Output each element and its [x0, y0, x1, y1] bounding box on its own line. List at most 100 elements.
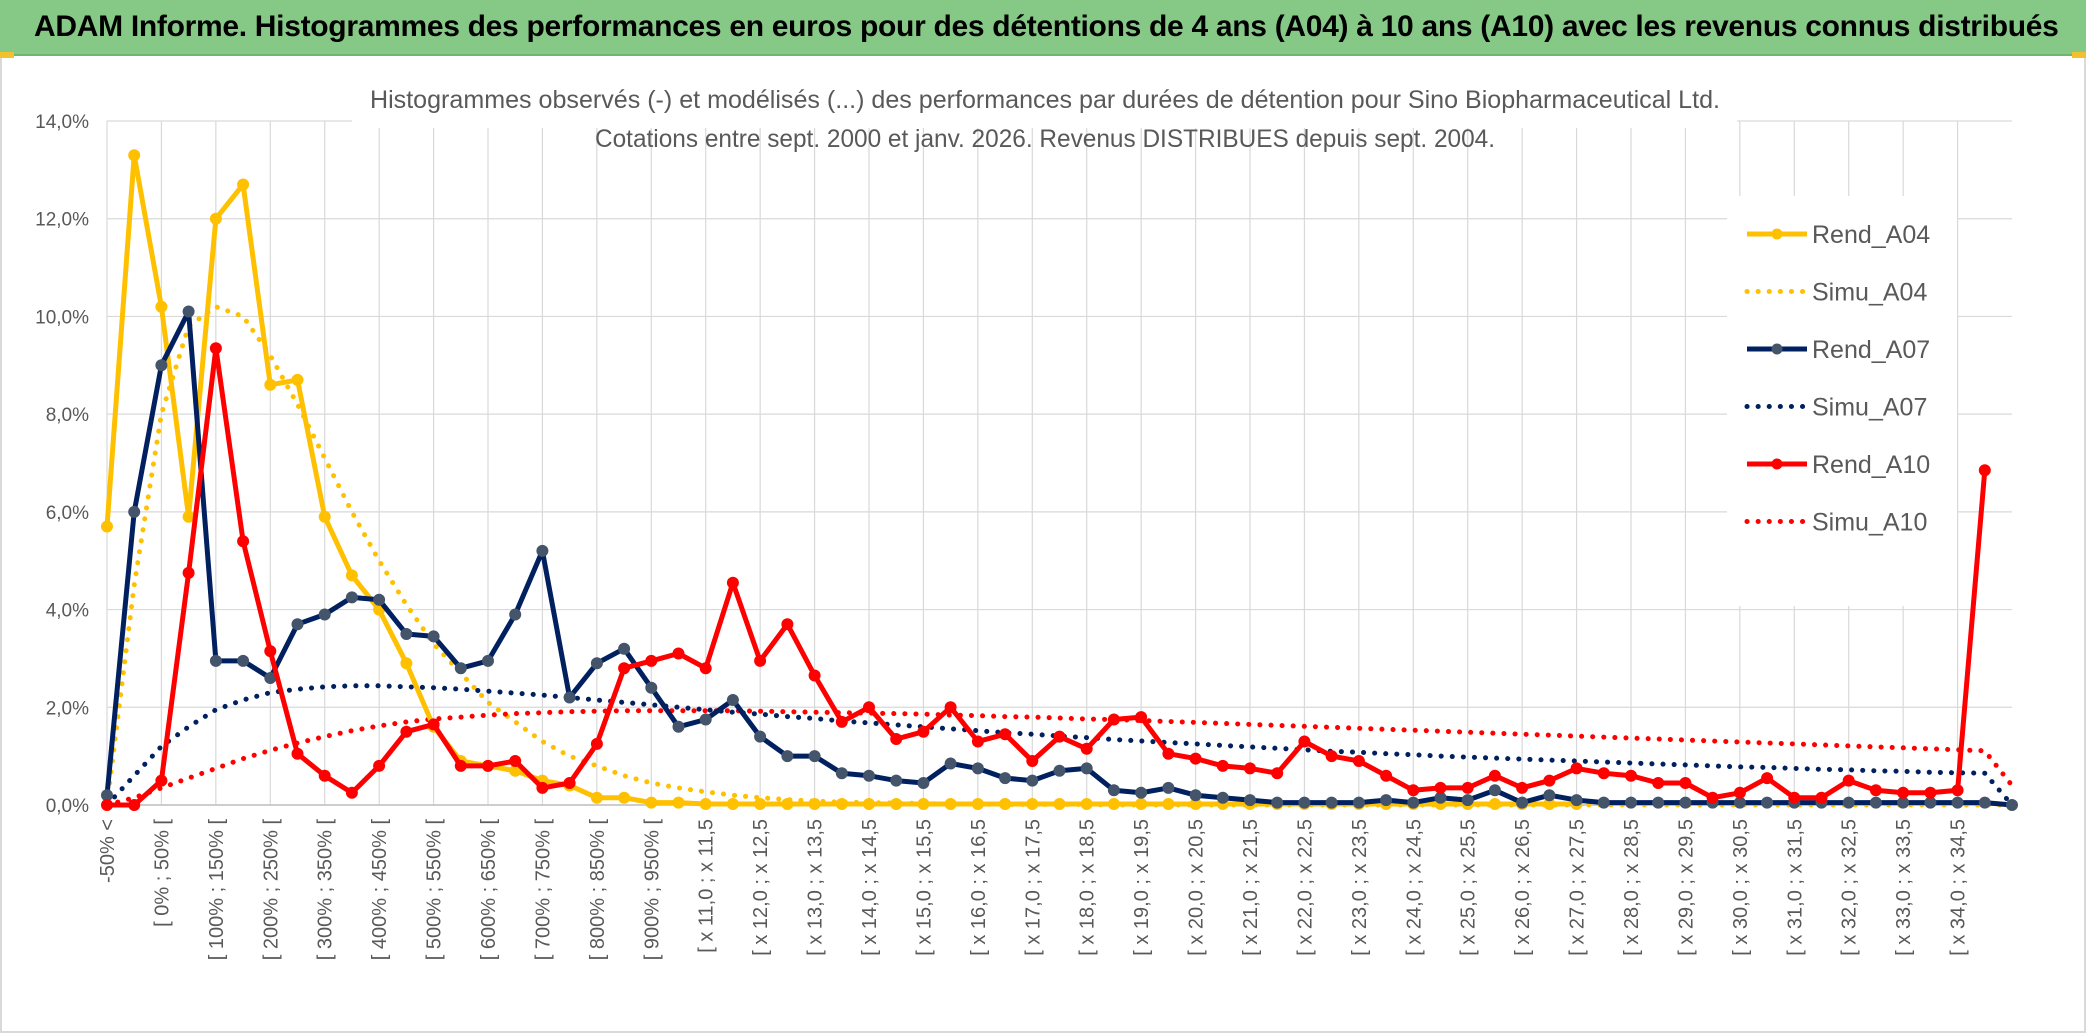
y-tick-label: 6,0% — [46, 503, 89, 524]
data-point — [1815, 791, 1828, 804]
series-rend-a07 — [101, 305, 2018, 811]
data-point — [1407, 796, 1420, 809]
data-point — [835, 798, 848, 810]
data-point — [155, 300, 168, 313]
histogram-chart: 0,0% 2,0% 4,0% 6,0% 8,0% 10,0% 12,0% 14,0% -50% … — [35, 60, 2018, 961]
data-point — [1733, 786, 1746, 799]
data-point — [699, 662, 712, 675]
data-point — [863, 769, 875, 782]
x-tick-label: [ x 23,0 ; x 23,5 — [1349, 819, 1371, 956]
x-tick-label: [ x 15,0 ; x 15,5 — [913, 819, 935, 956]
data-point — [237, 535, 250, 548]
grid-layer — [106, 120, 2012, 806]
data-point — [264, 378, 277, 391]
data-point — [1080, 762, 1093, 775]
data-point — [291, 373, 304, 386]
series-line — [104, 304, 2015, 808]
data-point — [1924, 786, 1937, 799]
x-tick-label: [ 600% ; 650% [ — [478, 819, 500, 961]
x-tick-label: [ x 20,0 ; x 20,5 — [1186, 819, 1208, 956]
data-point — [291, 747, 304, 760]
x-tick-label: [ x 27,0 ; x 27,5 — [1567, 819, 1589, 956]
x-tick-label: [ x 18,0 ; x 18,5 — [1077, 819, 1099, 956]
series-layer — [101, 149, 2018, 811]
data-point — [808, 669, 821, 682]
x-tick-label: [ x 11,0 ; x 11,5 — [696, 819, 718, 953]
data-point — [1380, 794, 1393, 807]
data-point — [563, 691, 576, 704]
data-point — [590, 657, 603, 670]
x-tick-label: [ 200% ; 250% [ — [260, 819, 282, 961]
y-tick-label: 4,0% — [46, 601, 89, 622]
data-point — [1869, 796, 1882, 809]
data-point — [1053, 730, 1066, 743]
data-point — [1488, 784, 1501, 797]
x-tick-label: [ 300% ; 350% [ — [315, 819, 337, 961]
data-point — [1625, 769, 1637, 782]
chart-title: Histogrammes observés (-) et modélisés (… — [370, 86, 1720, 114]
x-tick-label: [ x 34,0 ; x 34,5 — [1948, 819, 1970, 956]
series-simu-a10 — [104, 708, 2015, 808]
series-line — [104, 152, 1577, 807]
x-tick-label: [ x 32,0 ; x 32,5 — [1839, 819, 1861, 956]
legend-item-rend-a07: Rend_A07 — [1747, 336, 1930, 364]
y-tick-label: 12,0% — [35, 210, 89, 231]
data-point — [509, 755, 522, 767]
data-point — [1080, 798, 1093, 810]
data-point — [971, 735, 984, 748]
data-point — [1488, 798, 1501, 810]
data-point — [128, 505, 141, 518]
data-point — [1543, 774, 1556, 787]
data-point — [1543, 789, 1556, 802]
data-point — [863, 701, 875, 714]
data-point — [1135, 786, 1148, 799]
data-point — [699, 713, 712, 726]
data-point — [1761, 796, 1774, 809]
legend-label: Simu_A10 — [1812, 509, 1927, 537]
data-point — [1107, 798, 1120, 810]
data-point — [917, 725, 930, 738]
x-tick-label: [ x 30,0 ; x 30,5 — [1730, 819, 1752, 956]
data-point — [209, 342, 222, 355]
data-point — [754, 798, 767, 810]
data-point — [645, 681, 658, 694]
data-point — [101, 520, 113, 533]
data-point — [1325, 796, 1338, 809]
data-point — [944, 701, 957, 714]
y-tick-label: 8,0% — [46, 405, 89, 426]
data-point — [1162, 798, 1175, 810]
data-point — [726, 798, 739, 810]
data-point — [1788, 791, 1801, 804]
data-point — [1271, 796, 1284, 809]
x-tick-label: [ x 14,0 ; x 14,5 — [859, 819, 881, 956]
x-tick-label: [ x 26,0 ; x 26,5 — [1512, 819, 1534, 956]
x-tick-label: [ x 22,0 ; x 22,5 — [1294, 819, 1316, 956]
data-point — [672, 647, 685, 660]
data-point — [1842, 796, 1855, 809]
series-simu-a04 — [104, 304, 2015, 808]
data-point — [618, 662, 631, 675]
x-tick-label: [ x 12,0 ; x 12,5 — [750, 819, 772, 956]
legend-background — [1727, 196, 1957, 606]
data-point — [482, 759, 494, 772]
data-point — [1978, 796, 1991, 809]
data-point — [1652, 796, 1665, 809]
series-line — [107, 345, 1988, 808]
data-point — [808, 798, 821, 810]
y-tick-label: 0,0% — [46, 796, 89, 817]
data-point — [482, 654, 494, 667]
data-point — [971, 762, 984, 775]
corner-mark-top-left — [0, 52, 14, 58]
data-point — [1597, 767, 1610, 780]
x-tick-label: [ x 13,0 ; x 13,5 — [805, 819, 827, 956]
series-line — [104, 708, 2015, 808]
data-point — [1461, 781, 1474, 794]
data-point — [1162, 747, 1175, 760]
data-point — [237, 178, 250, 191]
data-point — [672, 720, 685, 733]
data-point — [1679, 777, 1692, 789]
legend-item-simu-a04: Simu_A04 — [1744, 279, 1927, 307]
report-title: ADAM Informe. Histogrammes des performan… — [34, 10, 2059, 43]
data-point — [1761, 772, 1774, 785]
data-point — [1570, 794, 1583, 807]
